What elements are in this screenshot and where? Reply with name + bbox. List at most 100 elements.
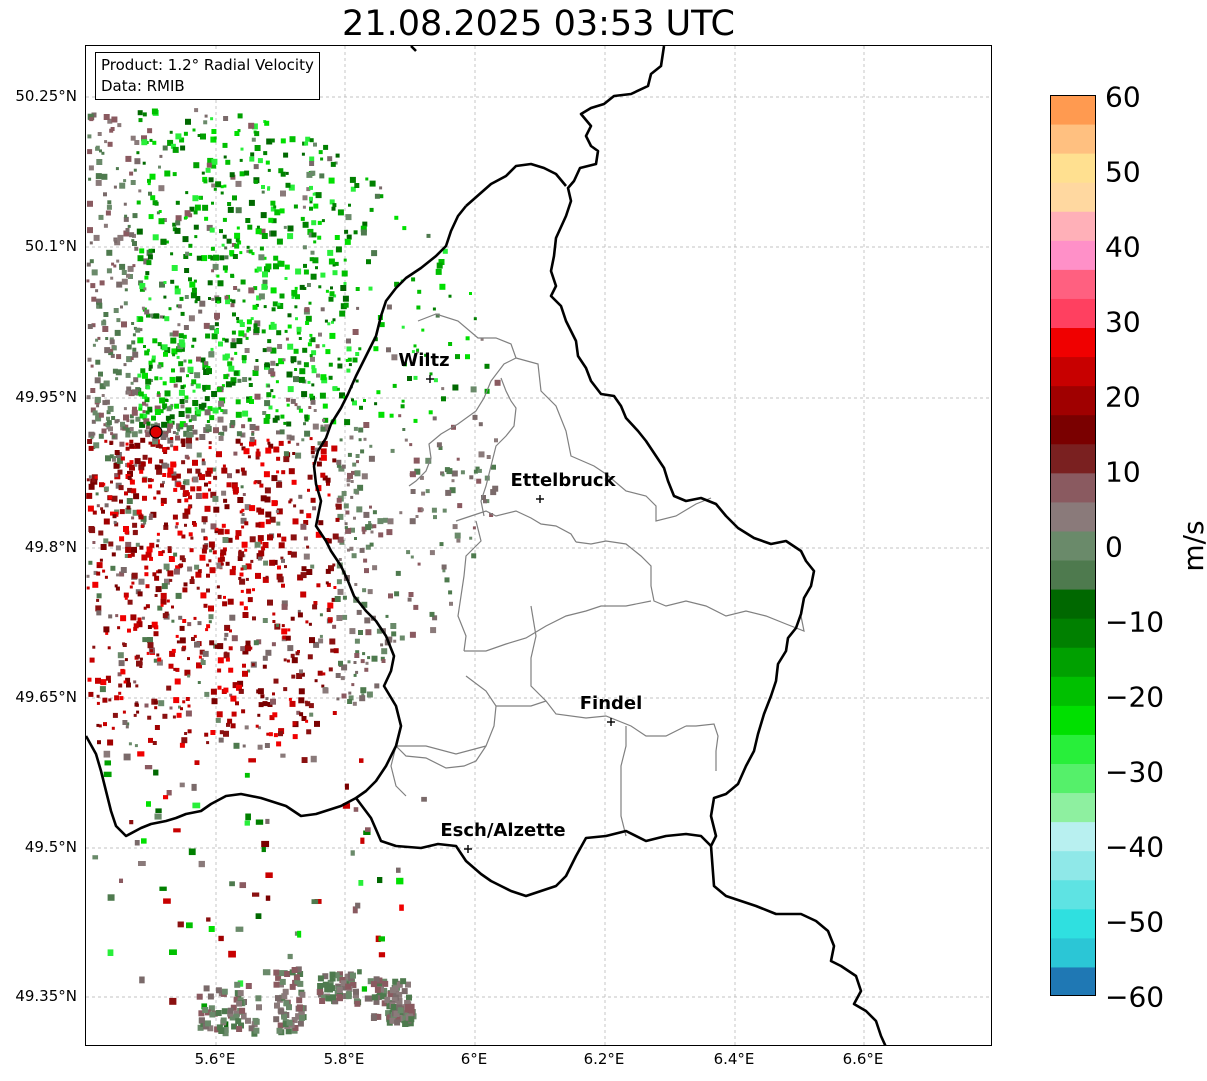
- radar-echo-pixel: [138, 661, 143, 666]
- radar-echo-pixel: [252, 304, 258, 310]
- radar-echo-pixel: [396, 981, 403, 988]
- radar-echo-pixel: [246, 319, 252, 325]
- radar-echo-pixel: [124, 288, 128, 292]
- radar-echo-pixel: [179, 137, 185, 143]
- radar-echo-pixel: [189, 206, 195, 212]
- radar-echo-pixel: [341, 693, 347, 699]
- radar-echo-pixel: [197, 621, 202, 626]
- radar-echo-pixel: [256, 1004, 262, 1011]
- radar-echo-pixel: [256, 266, 262, 272]
- radar-echo-pixel: [315, 192, 322, 199]
- radar-echo-pixel: [131, 340, 136, 345]
- radar-echo-pixel: [298, 688, 305, 695]
- radar-echo-pixel: [265, 818, 270, 824]
- radar-echo-pixel: [166, 599, 170, 603]
- radar-echo-pixel: [158, 210, 162, 213]
- radar-echo-pixel: [109, 454, 114, 459]
- radar-echo-pixel: [120, 456, 125, 461]
- radar-echo-pixel: [205, 628, 209, 632]
- radar-echo-pixel: [111, 552, 116, 557]
- radar-echo-pixel: [139, 328, 143, 332]
- radar-echo-pixel: [133, 168, 137, 172]
- radar-echo-pixel: [218, 431, 222, 435]
- radar-echo-pixel: [277, 565, 281, 570]
- radar-echo-pixel: [155, 808, 162, 814]
- radar-echo-pixel: [175, 592, 182, 599]
- radar-echo-pixel: [289, 498, 293, 502]
- radar-echo-pixel: [101, 394, 105, 397]
- radar-echo-pixel: [201, 1003, 208, 1010]
- radar-echo-pixel: [187, 366, 194, 373]
- radar-echo-pixel: [223, 652, 230, 659]
- radar-echo-pixel: [449, 601, 453, 606]
- radar-echo-pixel: [332, 624, 337, 629]
- x-tick-label: 5.6°E: [194, 1050, 236, 1068]
- radar-echo-pixel: [126, 722, 130, 726]
- radar-echo-pixel: [363, 830, 371, 836]
- radar-echo-pixel: [91, 478, 96, 483]
- radar-echo-pixel: [201, 548, 207, 554]
- radar-echo-pixel: [317, 670, 323, 676]
- radar-echo-pixel: [196, 255, 202, 261]
- radar-echo-pixel: [105, 455, 111, 462]
- radar-echo-pixel: [417, 289, 422, 294]
- radar-echo-pixel: [90, 407, 96, 413]
- radar-echo-pixel: [122, 643, 127, 647]
- radar-echo-pixel: [334, 261, 339, 266]
- radar-echo-pixel: [310, 497, 316, 503]
- radar-echo-pixel: [116, 318, 121, 323]
- radar-echo-pixel: [145, 410, 150, 415]
- radar-echo-pixel: [149, 556, 153, 561]
- radar-echo-pixel: [184, 454, 189, 459]
- radar-echo-pixel: [161, 583, 168, 590]
- radar-map[interactable]: [85, 45, 992, 1046]
- radar-echo-pixel: [137, 617, 142, 622]
- radar-echo-pixel: [173, 445, 179, 451]
- radar-echo-pixel: [201, 458, 205, 462]
- radar-echo-pixel: [306, 545, 310, 549]
- radar-echo-pixel: [308, 339, 312, 342]
- radar-echo-pixel: [248, 122, 255, 129]
- radar-echo-pixel: [161, 550, 165, 554]
- radar-echo-pixel: [96, 593, 102, 599]
- radar-echo-pixel: [133, 713, 137, 717]
- radar-echo-pixel: [242, 493, 246, 496]
- radar-echo-pixel: [212, 495, 219, 502]
- radar-echo-pixel: [146, 385, 151, 390]
- data-source-label: Data: RMIB: [101, 77, 185, 95]
- radar-echo-pixel: [361, 526, 367, 532]
- radar-echo-pixel: [133, 623, 139, 629]
- radar-echo-pixel: [262, 664, 267, 669]
- radar-echo-pixel: [369, 207, 374, 212]
- radar-echo-pixel: [96, 610, 102, 616]
- radar-echo-pixel: [349, 628, 356, 635]
- radar-echo-pixel: [321, 219, 325, 223]
- radar-echo-pixel: [344, 419, 351, 426]
- radar-echo-pixel: [352, 701, 357, 706]
- radar-echo-pixel: [106, 410, 111, 415]
- radar-echo-pixel: [207, 993, 214, 1000]
- radar-echo-pixel: [141, 616, 145, 620]
- radar-echo-pixel: [231, 565, 236, 570]
- radar-echo-pixel: [217, 657, 224, 664]
- radar-echo-pixel: [409, 518, 416, 525]
- radar-echo-pixel: [362, 221, 368, 227]
- radar-echo-pixel: [104, 140, 108, 144]
- radar-echo-pixel: [162, 145, 168, 151]
- radar-echo-pixel: [413, 457, 420, 464]
- radar-echo-pixel: [204, 216, 209, 221]
- radar-echo-pixel: [258, 521, 265, 528]
- radar-echo-pixel: [235, 530, 242, 537]
- radar-echo-pixel: [174, 288, 181, 295]
- radar-echo-pixel: [213, 187, 217, 191]
- radar-echo-pixel: [367, 978, 374, 985]
- radar-echo-pixel: [240, 467, 245, 472]
- radar-echo-pixel: [107, 949, 114, 956]
- radar-echo-pixel: [188, 419, 192, 423]
- radar-echo-pixel: [207, 280, 213, 286]
- radar-echo-pixel: [335, 153, 340, 158]
- radar-echo-pixel: [99, 280, 105, 286]
- colorbar-tick-label: −30: [1105, 755, 1165, 789]
- radar-echo-pixel: [184, 268, 190, 273]
- radar-echo-pixel: [390, 1004, 397, 1010]
